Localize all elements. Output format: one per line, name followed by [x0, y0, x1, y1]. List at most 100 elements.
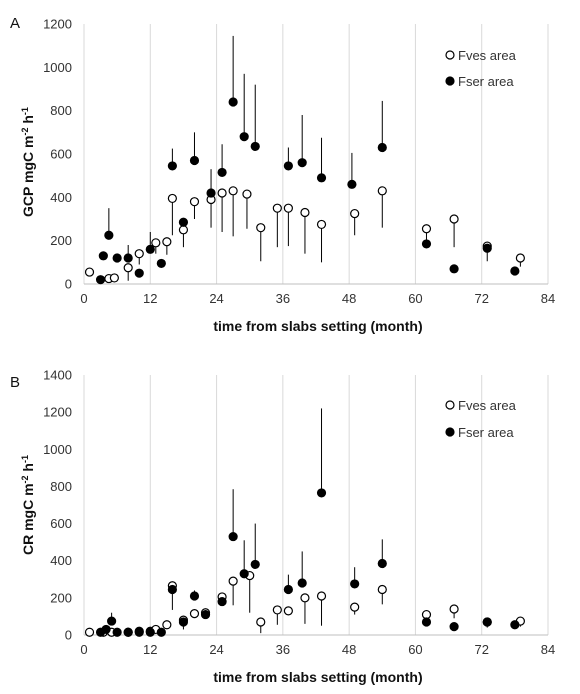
- x-axis-label-b: time from slabs setting (month): [213, 669, 422, 685]
- points-a: [84, 97, 525, 285]
- point-fser: [250, 559, 260, 570]
- point-fves: [272, 203, 282, 213]
- y-tick-label: 400: [50, 190, 72, 205]
- legend-marker-fves-a: [445, 50, 455, 60]
- y-tick-label: 1400: [43, 368, 72, 383]
- point-fser: [347, 179, 357, 189]
- point-fser: [167, 584, 177, 595]
- point-fves: [421, 224, 432, 234]
- y-tick-label: 1200: [43, 405, 72, 420]
- y-tick-label: 600: [50, 516, 72, 531]
- x-tick-label: 0: [80, 291, 87, 306]
- y-tick-label: 1200: [43, 17, 72, 32]
- point-fves: [377, 186, 387, 196]
- point-fves: [377, 584, 387, 595]
- x-tick-label: 60: [408, 291, 422, 306]
- point-fser: [239, 132, 249, 142]
- point-fser: [283, 161, 293, 171]
- point-fser: [156, 258, 166, 269]
- point-fves: [84, 627, 95, 637]
- point-fser: [189, 155, 200, 166]
- point-fser: [145, 244, 155, 254]
- point-fves: [300, 207, 310, 218]
- legend-b: Fves area Fser area: [445, 398, 517, 440]
- point-fser: [104, 230, 114, 240]
- error-bars-b: [111, 408, 521, 634]
- x-tick-labels-a: 0 12 24 36 48 60 72 84: [80, 291, 555, 306]
- point-fser: [510, 266, 520, 276]
- point-fves: [109, 273, 119, 283]
- point-fser: [200, 609, 211, 620]
- point-fser: [107, 616, 117, 626]
- point-fser: [283, 584, 293, 595]
- point-fser: [134, 268, 144, 278]
- point-fves: [178, 225, 189, 235]
- point-fser: [377, 142, 387, 153]
- legend-label-fves-b: Fves area: [458, 398, 517, 413]
- point-fser: [206, 188, 216, 198]
- point-fser: [421, 617, 432, 627]
- x-tick-label: 0: [80, 642, 87, 657]
- point-fser: [449, 264, 459, 274]
- y-tick-label: 1000: [43, 442, 72, 457]
- legend-a: Fves area Fser area: [445, 48, 517, 89]
- y-tick-label: 200: [50, 233, 72, 248]
- point-fser: [377, 558, 387, 569]
- panel-label-b: B: [10, 374, 20, 391]
- point-fves: [189, 609, 200, 619]
- point-fser: [482, 617, 492, 627]
- point-fves: [84, 267, 95, 277]
- point-fser: [316, 488, 327, 498]
- legend-label-fser-a: Fser area: [458, 74, 514, 89]
- x-tick-label: 60: [408, 642, 422, 657]
- y-axis-label-b: CR mgC m-2 h-1: [20, 455, 36, 555]
- point-fves: [300, 593, 310, 603]
- point-fser: [421, 239, 432, 249]
- point-fser: [95, 275, 106, 285]
- y-tick-label: 1000: [43, 60, 72, 75]
- point-fves: [217, 188, 227, 198]
- x-tick-label: 72: [474, 642, 488, 657]
- y-tick-label: 0: [65, 628, 72, 643]
- point-fser: [112, 253, 122, 263]
- x-tick-label: 24: [209, 291, 223, 306]
- y-tick-label: 600: [50, 147, 72, 162]
- point-fves: [134, 249, 144, 259]
- point-fves: [283, 606, 293, 616]
- point-fves: [350, 208, 360, 219]
- x-tick-label: 12: [143, 642, 157, 657]
- x-axis-label-a: time from slabs setting (month): [213, 318, 422, 334]
- point-fser: [250, 141, 260, 152]
- x-tick-label: 24: [209, 642, 223, 657]
- point-fser: [123, 627, 133, 637]
- point-fves: [242, 189, 252, 199]
- point-fser: [167, 161, 177, 171]
- point-fser: [123, 253, 133, 263]
- point-fser: [112, 627, 122, 637]
- x-tick-label: 84: [541, 291, 555, 306]
- point-fves: [228, 186, 238, 196]
- y-tick-label: 800: [50, 479, 72, 494]
- legend-marker-fser-b: [445, 427, 455, 437]
- y-tick-label: 400: [50, 553, 72, 568]
- point-fser: [449, 622, 459, 632]
- error-bars-a: [108, 35, 521, 281]
- point-fser: [217, 167, 227, 178]
- y-tick-label: 0: [65, 277, 72, 292]
- point-fser: [350, 579, 360, 589]
- point-fser: [178, 217, 189, 227]
- point-fves: [162, 237, 172, 247]
- x-tick-label: 72: [474, 291, 488, 306]
- point-fves: [151, 238, 161, 248]
- point-fser: [297, 578, 307, 588]
- point-fser: [297, 158, 307, 168]
- point-fser: [98, 251, 108, 261]
- point-fves: [283, 203, 293, 213]
- panel-label-a: A: [10, 15, 20, 32]
- chart-panel-b: B 0 200 400 600 800 1000 1200 1400 0 12 24 36 48 60 7…: [10, 368, 555, 686]
- legend-marker-fser-a: [445, 76, 455, 86]
- y-tick-label: 200: [50, 590, 72, 605]
- point-fves: [316, 591, 327, 601]
- point-fser: [316, 173, 327, 183]
- point-fves: [189, 197, 200, 207]
